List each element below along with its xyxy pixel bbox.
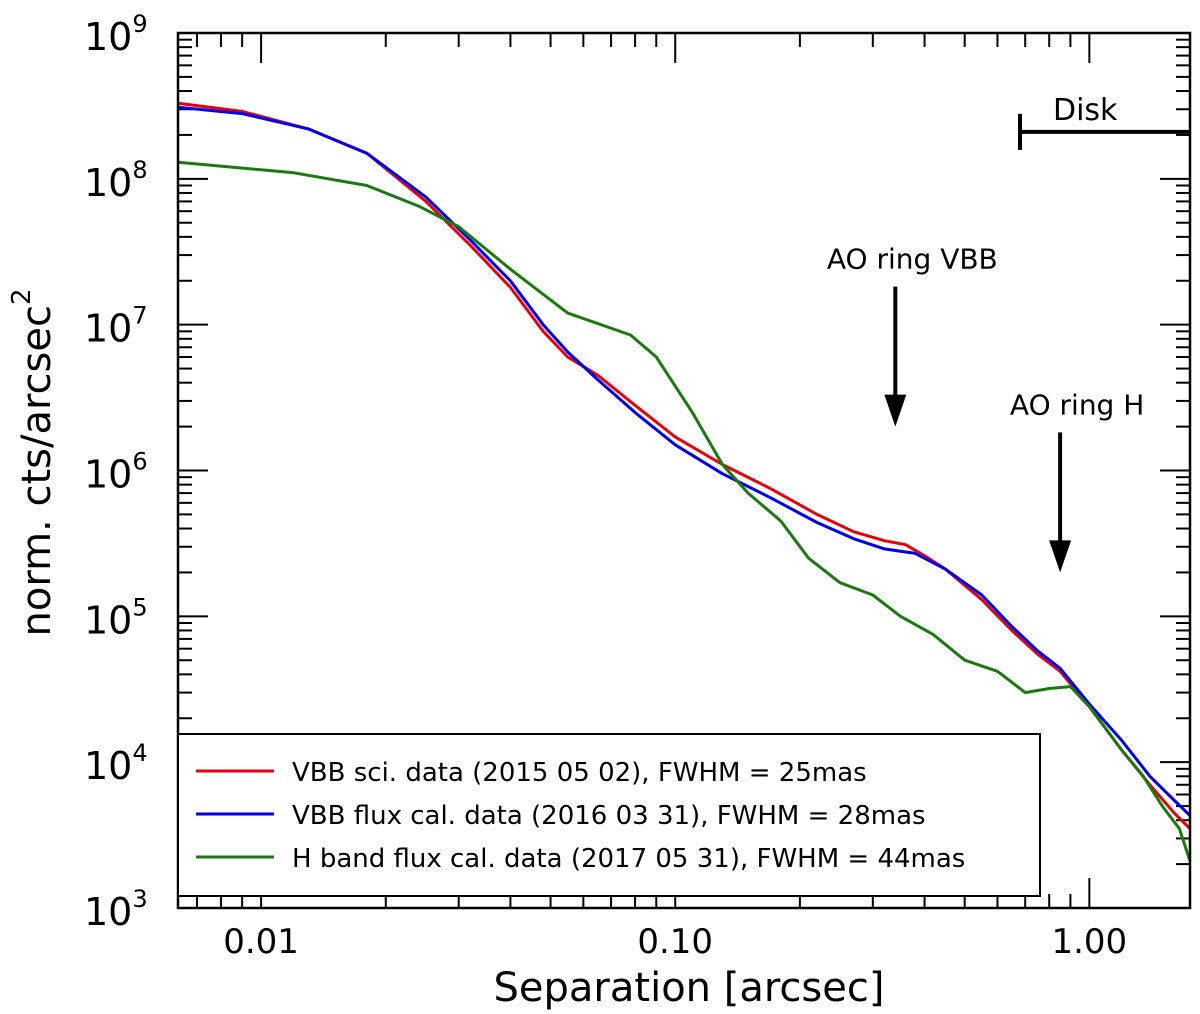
legend-label-3: H band flux cal. data (2017 05 31), FWHM… (292, 844, 965, 874)
series-layer (177, 101, 1192, 862)
annotation-layer: Disk AO ring VBB AO ring H (827, 93, 1190, 573)
x-tick-labels: 0.01 0.10 1.00 (223, 922, 1127, 962)
legend: VBB sci. data (2015 05 02), FWHM = 25mas… (177, 733, 1041, 897)
y-tick-label: 106 (84, 448, 148, 497)
series-line-1 (177, 101, 1192, 830)
legend-box (177, 733, 1041, 897)
x-tick-label: 1.00 (1051, 922, 1127, 962)
ao-ring-arrow-head-2 (1049, 540, 1072, 573)
y-axis-title-group: norm. cts/arcsec2 (7, 288, 60, 636)
legend-label-1: VBB sci. data (2015 05 02), FWHM = 25mas (292, 758, 867, 788)
plot-frame-rect (176, 31, 1192, 910)
y-tick-label: 107 (84, 302, 148, 351)
x-tick-label: 0.10 (637, 922, 713, 962)
y-tick-label: 104 (84, 739, 148, 788)
series-line-3 (177, 160, 1192, 862)
plot-frame (176, 31, 1192, 910)
y-tick-labels: 103 104 105 106 107 108 109 (84, 10, 148, 934)
y-axis-title: norm. cts/arcsec2 (7, 288, 60, 636)
ao-ring-arrow-head-1 (884, 394, 907, 427)
ao-ring-label-1: AO ring VBB (827, 243, 998, 276)
legend-label-2: VBB flux cal. data (2016 03 31), FWHM = … (292, 801, 926, 831)
ao-ring-label-2: AO ring H (1010, 388, 1144, 421)
x-axis-title: Separation [arcsec] (494, 965, 885, 1011)
y-tick-label: 103 (84, 885, 148, 934)
x-tick-label: 0.01 (223, 922, 299, 962)
minor-ticks (178, 33, 1190, 908)
series-line-2 (177, 105, 1192, 817)
y-tick-label: 109 (84, 10, 148, 59)
y-tick-label: 108 (84, 156, 148, 205)
disk-label: Disk (1053, 93, 1118, 128)
y-tick-label: 105 (84, 593, 148, 642)
